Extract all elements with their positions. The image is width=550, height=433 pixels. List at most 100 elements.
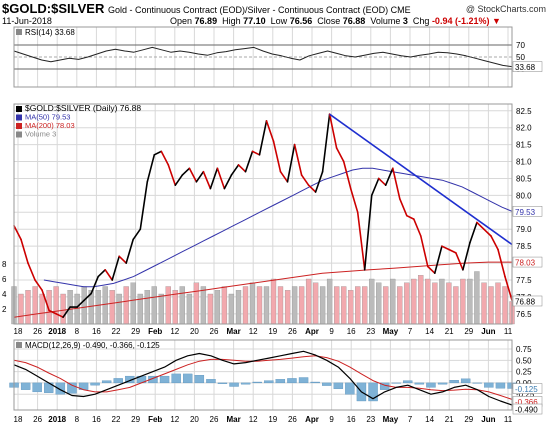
volume-bar: [186, 293, 193, 325]
volume-bar: [179, 286, 185, 325]
volume-bar: [221, 286, 228, 325]
volume-bar: [249, 282, 256, 325]
x-tick-label: 19: [268, 327, 277, 336]
volume-bar: [397, 286, 403, 325]
macd-x-tick-label: 2018: [48, 415, 66, 424]
copyright: @ StockCharts.com: [465, 4, 546, 14]
price-segment: [27, 262, 36, 281]
price-segment: [384, 167, 394, 186]
macd-legend-swatch: [16, 342, 22, 348]
x-tick-label: 8: [75, 327, 80, 336]
price-panel-frame: [13, 103, 513, 325]
macd-x-tick-label: 21: [445, 415, 454, 424]
price-segment: [111, 255, 120, 281]
macd-x-tick-label: 20: [190, 415, 199, 424]
price-segment: [244, 150, 254, 173]
volume-y-tick: 2: [2, 305, 7, 314]
chart-title: $GOLD:$SILVER Gold - Continuous Contract…: [2, 1, 411, 16]
volume-bar: [362, 286, 368, 325]
volume-bar: [334, 286, 340, 325]
volume-bar: [81, 286, 87, 325]
price-segment: [363, 194, 373, 271]
macd-x-tick-label: 29: [131, 415, 140, 424]
macd-histogram-bar: [183, 373, 193, 384]
price-y-tick: 80.0: [516, 191, 532, 200]
price-y-tick: 82.5: [516, 107, 532, 116]
x-tick-label: 7: [408, 327, 413, 336]
price-segment: [139, 181, 149, 230]
ma50-last-value: 79.53: [515, 208, 536, 217]
price-y-tick: 82.0: [516, 124, 532, 133]
price-segment: [83, 292, 92, 302]
price-legend-swatch: [16, 131, 22, 138]
volume-bar: [319, 286, 326, 325]
volume-bar: [411, 278, 417, 325]
volume-bar: [298, 286, 305, 325]
price-segment: [13, 225, 22, 241]
macd-y-tick: 0.25: [516, 368, 532, 377]
price-segment: [441, 245, 450, 251]
x-tick-label: Feb: [148, 327, 162, 336]
volume-bar: [467, 278, 473, 325]
price-segment: [321, 113, 331, 173]
price-segment: [48, 309, 57, 315]
ma200-last-value-box: [512, 256, 543, 268]
ma200-last-value: 78.03: [515, 259, 536, 268]
rsi-legend-swatch: [16, 29, 22, 35]
macd-histogram-bar: [460, 378, 471, 384]
volume-bar: [200, 286, 207, 325]
macd-x-tick-label: Jun: [481, 415, 495, 424]
macd-histogram-bar: [159, 375, 170, 384]
price-segment: [41, 289, 50, 312]
volume-bar: [404, 282, 410, 325]
macd-histogram-bar: [437, 382, 448, 385]
macd-histogram-bar: [67, 382, 77, 394]
price-segment: [314, 170, 324, 193]
volume-y-tick: 4: [2, 290, 7, 299]
macd-x-tick-label: 26: [210, 415, 219, 424]
price-legend-swatch: [16, 123, 22, 129]
x-tick-label: 26: [33, 327, 42, 336]
price-legend-item: MA(50) 79.53: [25, 113, 70, 122]
date: 11-Jun-2018: [2, 16, 52, 26]
volume-bar: [172, 290, 178, 325]
volume-bar: [439, 278, 445, 325]
ma50-line: [43, 167, 513, 288]
macd-x-tick-label: 9: [329, 415, 334, 424]
macd-x-tick-label: 14: [425, 415, 434, 424]
price-y-tick: 81.0: [516, 158, 532, 167]
macd-x-tick-label: 8: [75, 415, 80, 424]
macd-x-tick-label: 12: [170, 415, 179, 424]
macd-y-tick: 0.50: [516, 356, 532, 365]
rsi-last-value-box: [512, 61, 543, 72]
price-segment: [146, 154, 156, 183]
price-segment: [490, 235, 499, 251]
macd-histogram-bar: [264, 380, 274, 384]
x-tick-label: 26: [288, 327, 297, 336]
macd-y-tick: -0.25: [516, 390, 535, 399]
macd-x-tick-label: 22: [112, 415, 121, 424]
close-last-value: 76.88: [515, 297, 536, 306]
volume-bar: [263, 286, 270, 325]
x-tick-label: 29: [464, 327, 473, 336]
price-segment: [34, 279, 43, 292]
macd-x-tick-label: Apr: [305, 415, 319, 424]
price-segment: [251, 150, 261, 156]
macd-histogram-bar: [101, 380, 112, 384]
price-segment: [188, 167, 198, 183]
x-tick-label: 22: [112, 327, 121, 336]
price-segment: [391, 167, 401, 200]
price-segment: [426, 265, 436, 275]
ma200-line: [13, 261, 512, 318]
macd-histogram-bar: [275, 379, 286, 384]
macd-legend: MACD(12,26,9) -0.490, -0.366, -0.125: [25, 341, 160, 350]
macd-x-tick-label: 29: [464, 415, 473, 424]
price-segment: [405, 214, 415, 220]
volume-y-tick: 8: [2, 260, 7, 269]
macd-histogram-bar: [495, 382, 506, 389]
volume-bar: [207, 293, 214, 325]
volume-bar: [165, 286, 171, 325]
macd-x-tick-label: Feb: [148, 415, 162, 424]
price-segment: [419, 235, 429, 268]
macd-histogram-bar: [113, 378, 123, 384]
